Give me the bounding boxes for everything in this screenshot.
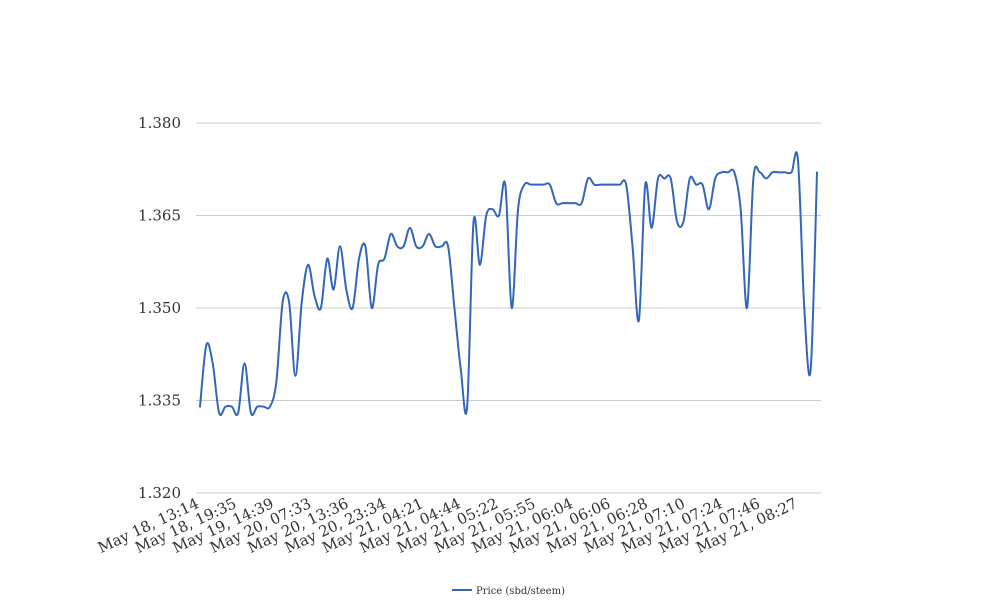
y-tick-label: 1.365 — [138, 207, 181, 225]
y-tick-label: 1.380 — [138, 114, 181, 132]
series-layer — [199, 151, 818, 417]
legend-label-price: Price (sbd/steem) — [476, 586, 565, 597]
y-tick-label: 1.320 — [138, 484, 181, 502]
grid — [196, 122, 821, 494]
series-line-price — [199, 151, 818, 417]
y-tick-label: 1.335 — [138, 392, 181, 410]
y-tick-label: 1.350 — [138, 299, 181, 317]
y-axis-ticks: 1.320 1.335 1.350 1.365 1.380 — [138, 114, 181, 502]
legend: Price (sbd/steem) — [452, 586, 565, 597]
